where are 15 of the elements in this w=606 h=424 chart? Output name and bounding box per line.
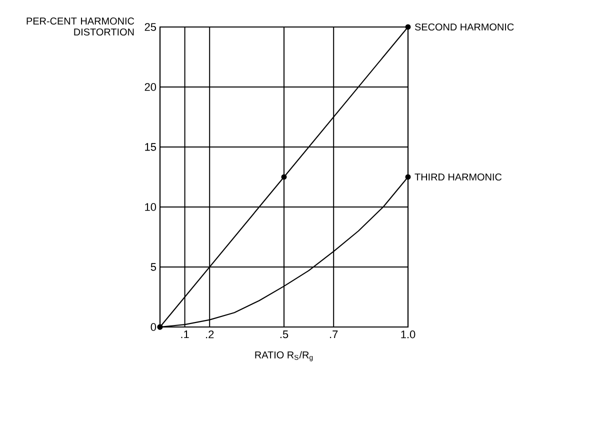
x-tick-label: .1 xyxy=(181,330,189,338)
y-tick-label: 25 xyxy=(144,23,156,31)
x-tick-label: .2 xyxy=(206,330,214,338)
x-axis-title: RATIO R$_{S}$/R$_{g}$ xyxy=(255,351,313,362)
y-tick-label: 5 xyxy=(150,263,156,271)
y-tick-label: 10 xyxy=(145,203,156,211)
series-label: SECOND HARMONIC xyxy=(414,23,514,31)
x-tick-label: 1.0 xyxy=(401,330,416,338)
y-tick-label: 15 xyxy=(145,143,156,151)
y-axis-title: PER-CENT HARMONIC DISTORTION xyxy=(26,18,134,36)
y-tick-label: 20 xyxy=(144,83,156,91)
x-tick-label: .5 xyxy=(280,330,288,338)
x-tick-label: .7 xyxy=(330,330,338,338)
y-tick-label: 0 xyxy=(150,323,156,331)
series-label: THIRD HARMONIC xyxy=(414,173,502,181)
